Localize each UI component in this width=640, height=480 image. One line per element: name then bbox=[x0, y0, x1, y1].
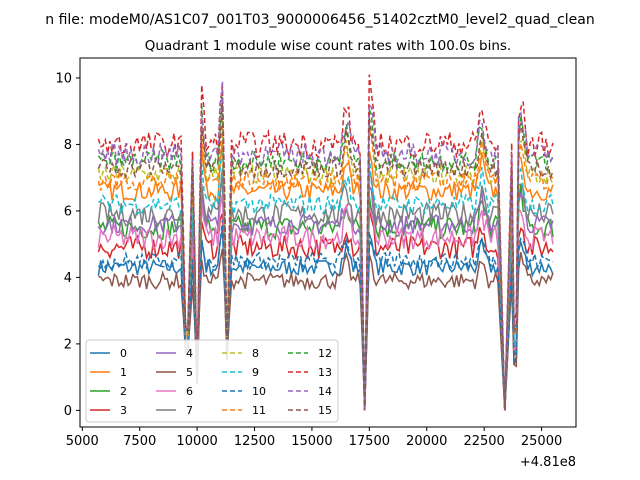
legend-label: 3 bbox=[120, 404, 127, 417]
x-tick-label: 5000 bbox=[66, 434, 99, 449]
legend-box bbox=[85, 339, 339, 423]
series-line-9 bbox=[98, 148, 554, 411]
chart-suptitle: n file: modeM0/AS1C07_001T03_9000006456_… bbox=[45, 12, 594, 28]
y-tick-label: 6 bbox=[64, 204, 72, 219]
legend-label: 5 bbox=[186, 366, 193, 379]
legend-label: 11 bbox=[252, 404, 266, 417]
series-line-11 bbox=[97, 126, 554, 411]
x-tick-label: 12500 bbox=[234, 434, 275, 449]
chart-title: Quadrant 1 module wise count rates with … bbox=[145, 38, 511, 54]
x-tick-label: 17500 bbox=[349, 434, 390, 449]
x-tick-label: 22500 bbox=[463, 434, 504, 449]
series-line-5 bbox=[98, 248, 554, 411]
x-tick-label: 10000 bbox=[176, 434, 217, 449]
series-line-6 bbox=[97, 193, 554, 411]
y-tick-label: 4 bbox=[64, 271, 72, 286]
y-axis: 0 2 4 6 8 10 bbox=[55, 71, 80, 419]
series-line-0 bbox=[97, 228, 554, 411]
x-axis: 5000 7500 10000 12500 15000 17500 20000 22500 25… bbox=[66, 427, 562, 449]
legend-label: 2 bbox=[120, 385, 127, 398]
legend-label: 0 bbox=[120, 347, 127, 360]
x-tick-label: 25000 bbox=[521, 434, 562, 449]
series-line-14 bbox=[97, 81, 554, 411]
legend-label: 9 bbox=[252, 366, 259, 379]
series-line-12 bbox=[97, 91, 554, 411]
legend-label: 14 bbox=[318, 385, 332, 398]
series-line-15 bbox=[97, 102, 554, 411]
legend-label: 7 bbox=[186, 404, 193, 417]
x-tick-label: 7500 bbox=[123, 434, 156, 449]
series-line-7 bbox=[97, 168, 554, 411]
series-lines bbox=[97, 74, 554, 411]
x-tick-label: 15000 bbox=[291, 434, 332, 449]
x-axis-offset-text: +4.81e8 bbox=[520, 455, 576, 470]
legend-label: 10 bbox=[252, 385, 266, 398]
series-line-10 bbox=[97, 219, 554, 411]
legend-label: 12 bbox=[318, 347, 332, 360]
legend-label: 13 bbox=[318, 366, 332, 379]
legend-label: 6 bbox=[186, 385, 193, 398]
x-tick-label: 20000 bbox=[406, 434, 447, 449]
legend-label: 1 bbox=[120, 366, 127, 379]
y-tick-label: 10 bbox=[55, 71, 72, 86]
y-tick-label: 0 bbox=[64, 404, 72, 419]
legend-label: 8 bbox=[252, 347, 259, 360]
legend-label: 4 bbox=[186, 347, 193, 360]
series-line-3 bbox=[97, 206, 554, 411]
legend-label: 15 bbox=[318, 404, 332, 417]
y-tick-label: 8 bbox=[64, 138, 72, 153]
plot-area-frame bbox=[79, 57, 577, 428]
y-tick-label: 2 bbox=[64, 337, 72, 352]
